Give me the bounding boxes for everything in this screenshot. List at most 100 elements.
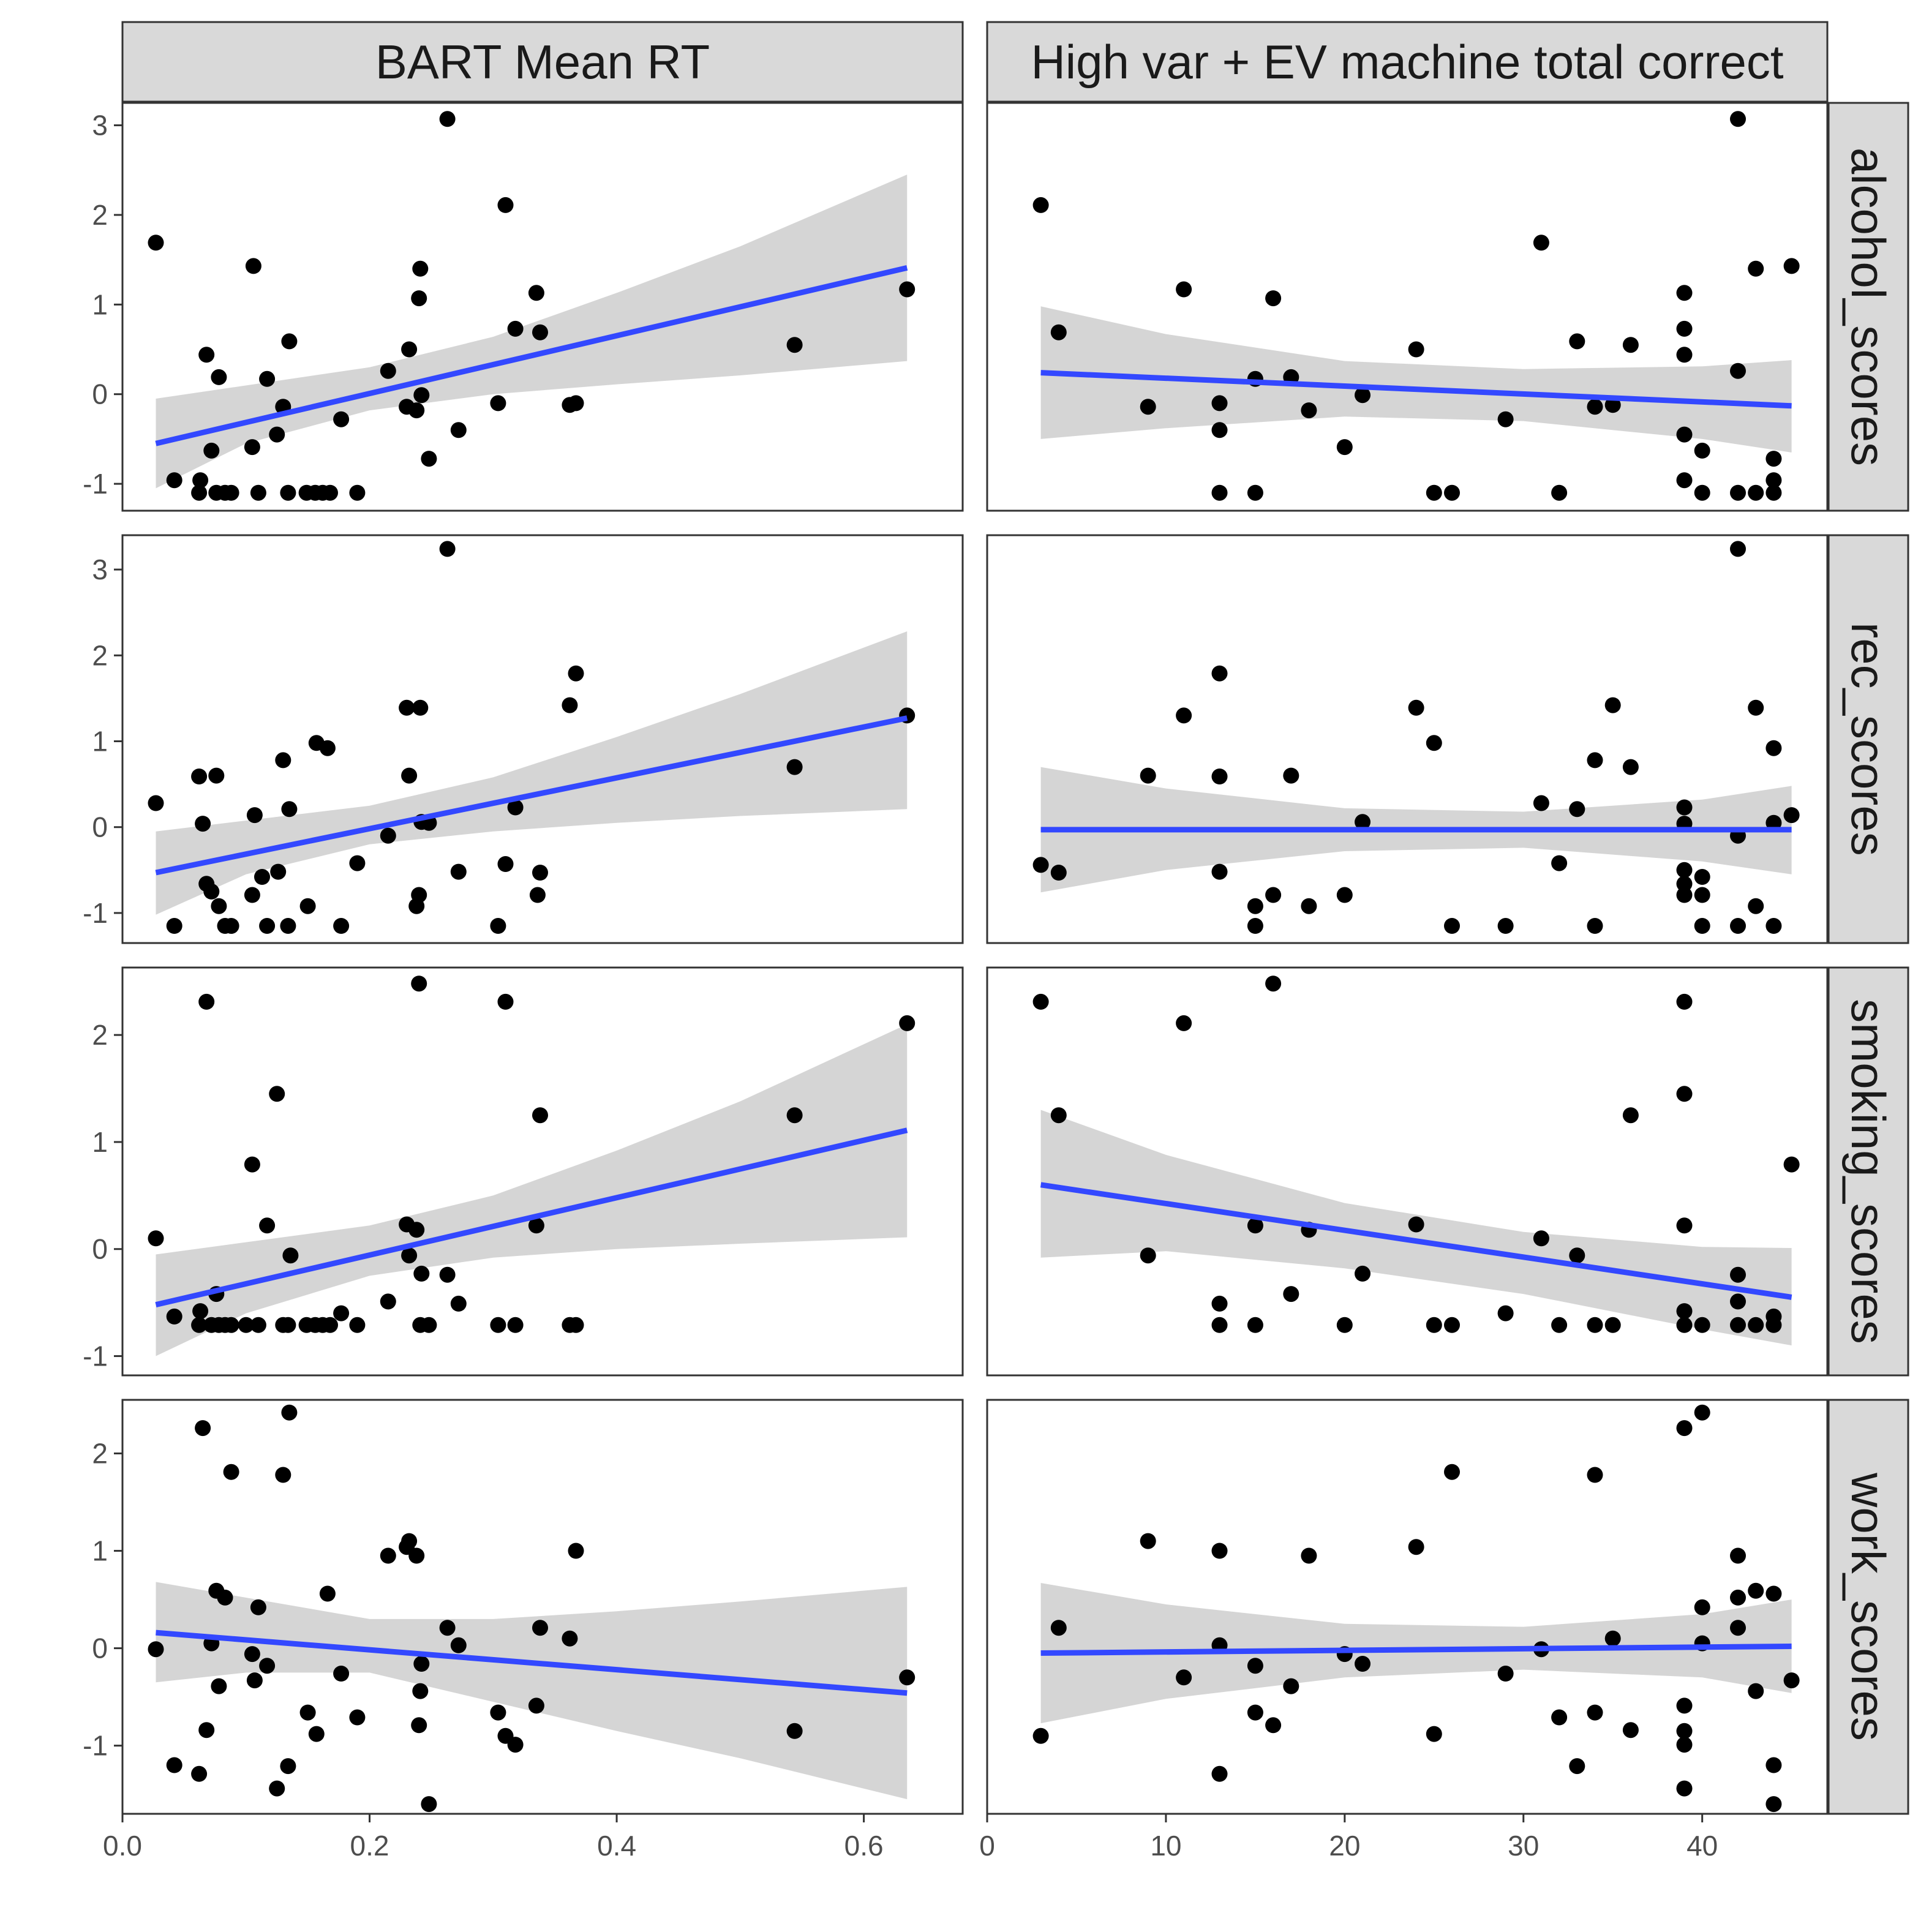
x-tick-label-r3c0-2: 0.4 [597,1830,636,1862]
data-point-r1c1-36 [1748,699,1764,716]
data-point-r0c0-1 [166,472,182,489]
data-point-r1c1-9 [1265,887,1282,903]
x-tick-label-r3c1-3: 30 [1508,1830,1539,1862]
data-point-r1c0-32 [450,863,467,880]
panel-border-r0c1 [986,102,1829,512]
data-point-r3c0-17 [281,1404,298,1421]
data-point-r3c0-25 [401,1533,418,1549]
data-point-r0c0-2 [191,484,208,501]
row-strip-label-0: alcohol_scores [1841,148,1895,466]
data-point-r3c1-28 [1676,1737,1693,1753]
data-point-r0c0-3 [192,472,209,489]
data-point-r1c0-36 [529,887,546,903]
y-tick-label-r0c0-0: -1 [83,468,108,500]
data-point-r3c1-27 [1676,1723,1693,1739]
data-point-r0c1-13 [1355,387,1371,404]
data-point-r3c0-23 [380,1547,396,1564]
panel-border-r0c0 [121,102,964,512]
data-point-r3c0-22 [349,1709,366,1726]
data-point-r2c0-33 [450,1295,467,1312]
data-point-r1c0-37 [532,865,548,881]
y-tick-label-r2c0-3: 2 [92,1019,108,1051]
data-point-r3c1-9 [1265,1717,1282,1734]
fit-line-r0c0 [155,265,908,446]
data-point-r3c1-13 [1355,1656,1371,1672]
data-point-r2c0-42 [899,1015,916,1031]
data-point-r2c1-3 [1176,1015,1192,1031]
data-point-r1c0-7 [211,898,227,914]
data-point-r3c0-13 [259,1658,276,1674]
y-tick-label-r2c0-2: 1 [92,1126,108,1158]
data-point-r1c0-10 [244,887,260,903]
data-point-r3c1-25 [1676,1420,1693,1437]
data-point-r0c0-38 [532,324,548,340]
data-point-r3c0-0 [148,1641,164,1658]
panel-border-r1c0 [121,534,964,944]
data-point-r0c1-34 [1748,260,1764,277]
row-strip-0 [1827,102,1909,512]
data-point-r3c0-1 [166,1757,182,1773]
data-point-r3c0-20 [319,1585,336,1602]
data-point-r0c1-2 [1140,399,1156,415]
column-strip-0 [121,21,964,103]
data-point-r1c0-11 [246,807,263,824]
data-point-r2c0-3 [192,1303,209,1320]
data-point-r2c1-32 [1748,1317,1764,1333]
data-point-r1c0-31 [439,541,456,557]
data-point-r1c0-21 [333,918,350,934]
data-point-r1c0-15 [275,752,291,769]
data-point-r0c1-14 [1408,341,1424,358]
data-point-r0c0-24 [380,363,396,379]
data-point-r3c0-3 [195,1420,211,1437]
data-point-r0c0-33 [450,422,467,438]
data-point-r2c0-36 [507,1317,524,1333]
data-point-r3c0-39 [568,1543,584,1559]
data-point-r2c0-28 [411,975,427,992]
data-point-r2c1-14 [1426,1317,1442,1333]
data-point-r1c1-12 [1336,887,1353,903]
data-point-r3c0-40 [786,1723,803,1739]
data-point-r0c1-15 [1426,484,1442,501]
data-point-r0c0-16 [280,484,296,501]
data-point-r0c0-40 [568,395,584,412]
data-point-r3c0-38 [562,1630,578,1647]
y-tick-label-r0c0-2: 1 [92,288,108,320]
data-point-r3c0-7 [211,1678,227,1694]
data-point-r0c0-37 [528,285,544,301]
data-point-r1c0-22 [349,855,366,871]
data-point-r1c0-39 [568,665,584,682]
confidence-band-r3c0 [156,1582,908,1800]
data-point-r1c1-4 [1211,665,1228,682]
data-point-r3c1-41 [1783,1672,1800,1689]
data-point-r1c0-6 [208,767,225,784]
data-point-r1c0-14 [270,863,287,880]
y-tick-label-r0c0-4: 3 [92,110,108,141]
data-point-r3c0-8 [217,1589,233,1606]
x-tick-label-r3c0-3: 0.6 [844,1830,884,1862]
data-point-r0c1-26 [1676,347,1693,363]
data-point-r2c0-13 [259,1217,276,1234]
data-point-r1c1-24 [1622,759,1639,775]
data-point-r0c1-23 [1622,337,1639,353]
data-point-r1c0-25 [401,767,418,784]
data-point-r2c0-17 [282,1247,299,1264]
data-point-r0c1-36 [1765,451,1782,467]
data-point-r2c1-6 [1247,1217,1263,1234]
data-point-r3c1-0 [1032,1727,1049,1744]
data-point-r0c0-0 [148,235,164,251]
data-point-r2c1-12 [1355,1265,1371,1282]
data-point-r0c1-17 [1497,411,1514,427]
data-point-r1c1-23 [1604,697,1621,713]
data-point-r0c0-5 [203,442,220,459]
data-point-r2c1-29 [1730,1266,1746,1283]
y-tick-label-r2c0-0: -1 [83,1340,108,1372]
data-point-r1c1-11 [1301,898,1317,914]
data-point-r2c1-5 [1211,1317,1228,1333]
data-point-r1c1-13 [1355,814,1371,830]
data-point-r1c1-33 [1730,541,1746,557]
data-point-r1c1-5 [1211,769,1228,784]
data-point-r3c0-28 [412,1683,429,1699]
data-point-r2c1-26 [1676,1303,1693,1320]
data-point-r3c1-10 [1283,1678,1299,1694]
data-point-r3c0-33 [490,1704,506,1721]
